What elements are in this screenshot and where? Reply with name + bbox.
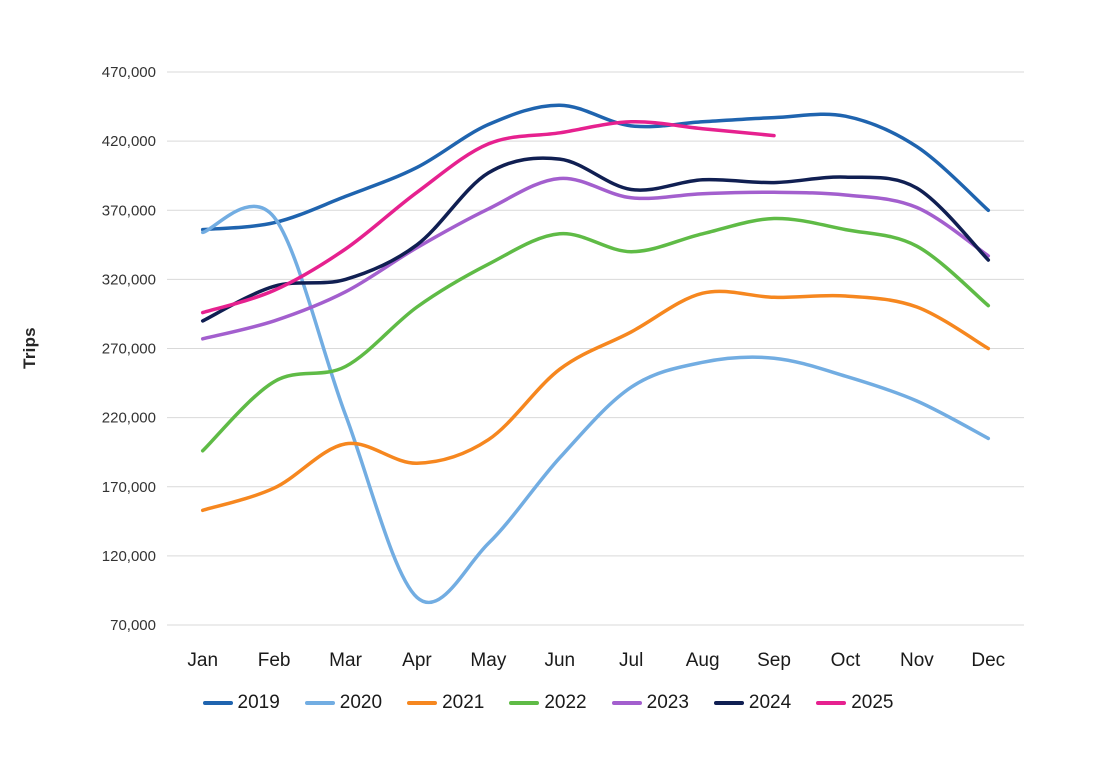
x-tick-label: Oct <box>831 650 861 671</box>
y-tick-label: 220,000 <box>102 410 156 427</box>
x-tick-label: Jan <box>187 650 218 671</box>
legend-swatch-line <box>713 701 744 705</box>
y-tick-label: 270,000 <box>102 341 156 358</box>
legend-swatch-line <box>304 701 335 705</box>
legend-swatch-line <box>407 701 438 705</box>
legend-swatch-line <box>202 701 233 705</box>
series-line-2023 <box>200 176 991 341</box>
legend-swatch-line <box>611 701 642 705</box>
x-tick-label: Jun <box>544 650 575 671</box>
y-tick-label: 70,000 <box>110 617 156 634</box>
y-tick-label: 420,000 <box>102 133 156 150</box>
series-line-2021 <box>200 289 991 513</box>
x-tick-label: Jul <box>619 650 643 671</box>
x-tick-label: Sep <box>757 650 791 671</box>
y-tick-label: 470,000 <box>102 64 156 81</box>
y-tick-label: 170,000 <box>102 479 156 496</box>
y-tick-label: 320,000 <box>102 271 156 288</box>
legend-label: 2019 <box>237 692 280 713</box>
legend-item: 2019 <box>202 692 280 714</box>
legend-swatch-line <box>816 701 847 705</box>
series-line-2025 <box>200 120 776 315</box>
x-tick-label: Apr <box>402 650 432 671</box>
legend-swatch-line <box>509 701 540 705</box>
x-tick-label: Mar <box>329 650 362 671</box>
x-tick-label: Dec <box>971 650 1005 671</box>
series-line-2020 <box>200 204 991 605</box>
legend: 2019 2020 2021 2022 2023 2024 2025 <box>0 692 1096 714</box>
y-tick-label: 120,000 <box>102 548 156 565</box>
legend-label: 2025 <box>851 692 894 713</box>
legend-item: 2025 <box>816 692 893 714</box>
series-line-2024 <box>200 156 991 323</box>
legend-item: 2021 <box>407 692 484 714</box>
legend-label: 2024 <box>748 692 792 713</box>
legend-item: 2024 <box>713 692 792 714</box>
y-tick-label: 370,000 <box>102 202 156 219</box>
series-line-2022 <box>200 216 991 453</box>
legend-item: 2020 <box>304 692 383 714</box>
x-tick-label: May <box>470 650 506 671</box>
legend-label: 2022 <box>544 692 587 713</box>
legend-label: 2023 <box>646 692 689 713</box>
x-tick-label: Feb <box>258 650 291 671</box>
x-tick-label: Aug <box>686 650 720 671</box>
legend-label: 2020 <box>339 692 383 713</box>
legend-item: 2023 <box>611 692 689 714</box>
legend-item: 2022 <box>509 692 587 714</box>
series-line-2019 <box>200 103 991 232</box>
x-tick-label: Nov <box>900 650 934 671</box>
legend-label: 2021 <box>442 692 485 713</box>
